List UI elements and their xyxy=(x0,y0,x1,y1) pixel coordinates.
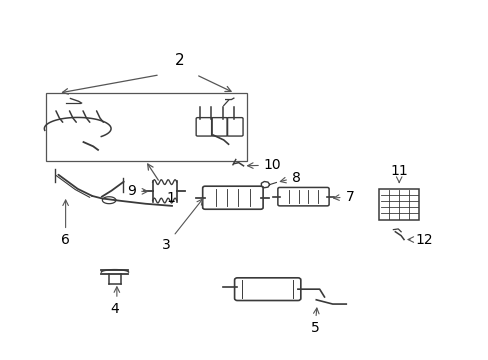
Text: 2: 2 xyxy=(174,53,183,68)
Text: 11: 11 xyxy=(389,164,407,178)
Bar xyxy=(379,189,418,220)
Text: 10: 10 xyxy=(247,158,281,172)
Text: 8: 8 xyxy=(280,171,300,185)
Text: 6: 6 xyxy=(61,200,70,247)
Text: 5: 5 xyxy=(310,308,319,335)
Text: 1: 1 xyxy=(166,191,175,204)
Text: 9: 9 xyxy=(127,184,147,198)
Text: 4: 4 xyxy=(110,302,119,316)
Text: 3: 3 xyxy=(162,199,202,252)
Text: 12: 12 xyxy=(407,233,432,247)
Text: 7: 7 xyxy=(333,190,354,204)
Bar xyxy=(46,93,246,161)
